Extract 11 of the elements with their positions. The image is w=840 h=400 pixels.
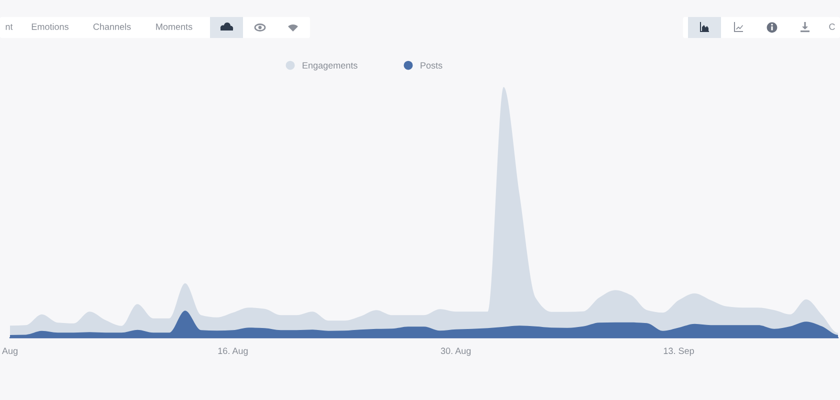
text: C (829, 24, 835, 30)
x-tick-label: Aug (2, 348, 18, 356)
text: Channels (93, 23, 131, 30)
legend-label: Posts (420, 62, 442, 69)
legend-label: Engagements (302, 62, 358, 70)
x-tick-label: 16. Aug (218, 348, 248, 356)
text: Moments (156, 24, 192, 30)
x-tick-label: 13. Sep (664, 348, 694, 356)
text: Emotions (32, 23, 68, 30)
text: nt (6, 24, 13, 30)
x-tick-label: 30. Aug (440, 348, 471, 356)
